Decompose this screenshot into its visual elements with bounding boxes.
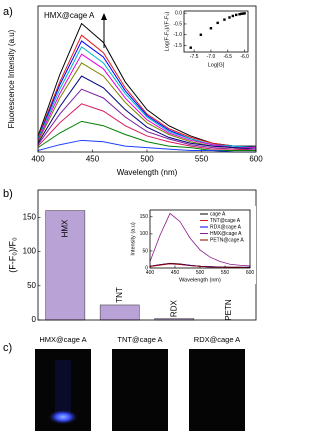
line <box>149 212 251 267</box>
photo-label: HMX@cage A <box>39 335 86 344</box>
bar <box>45 210 86 321</box>
x-axis-label: Wavelength (nm) <box>179 277 221 283</box>
panel-label: a) <box>3 6 13 18</box>
x-tick-label: 400 <box>31 154 45 163</box>
y-axis-label: Intensity (a.u) <box>130 222 136 255</box>
line <box>37 139 256 153</box>
point <box>199 33 203 36</box>
line <box>37 75 257 150</box>
category-label: PETN <box>224 299 233 321</box>
y-tick-label: 100 <box>140 231 149 237</box>
line <box>37 34 257 149</box>
legend-label: HMX@cage A <box>210 231 242 237</box>
x-tick-label: -7.0 <box>207 54 216 60</box>
legend-label: TNT@cage A <box>210 218 241 224</box>
x-tick-label: 550 <box>195 154 209 163</box>
point <box>235 13 238 17</box>
x-tick-label: 600 <box>249 154 263 163</box>
x-axis-label: Wavelength (nm) <box>117 168 178 177</box>
arrow-head <box>101 13 107 20</box>
panel-label: b) <box>3 188 13 200</box>
photo-label: TNT@cage A <box>117 335 162 344</box>
y-tick-label: 50 <box>142 248 148 254</box>
y-tick-label: 150 <box>23 212 37 221</box>
legend-label: PETN@cage A <box>210 237 244 243</box>
point <box>243 12 246 15</box>
y-tick-label: 150 <box>140 214 149 220</box>
inset-background <box>128 206 256 284</box>
bar <box>99 304 140 321</box>
line <box>37 53 256 149</box>
y-axis-label: Log(F-F₀)/(F-F₀) <box>164 11 170 51</box>
point <box>240 12 243 16</box>
inset-background <box>162 7 254 68</box>
x-tick-label: 550 <box>221 270 230 276</box>
category-label: TNT <box>115 287 124 303</box>
x-tick-label: 400 <box>146 270 155 276</box>
x-tick-label: 450 <box>171 270 180 276</box>
y-axis-label: (F-F₀)/F₀ <box>7 237 17 273</box>
category-label: RDX <box>169 300 178 318</box>
point <box>216 21 219 25</box>
panel-label: c) <box>3 342 12 354</box>
point <box>209 27 213 30</box>
x-tick-label: -6.5 <box>223 54 232 60</box>
x-tick-label: -7.5 <box>190 54 199 60</box>
point <box>238 13 241 16</box>
figure: a) b) c) HMX@cage A TNT@cage A RDX@cage … <box>3 5 263 431</box>
annotation: HMX@cage A <box>44 11 95 20</box>
vial <box>55 360 71 420</box>
photo <box>112 349 168 431</box>
x-tick-label: 450 <box>86 154 100 163</box>
y-tick-label: 50 <box>27 281 36 290</box>
y-tick-label: 0 <box>145 265 148 271</box>
legend-label: cage A <box>210 211 226 217</box>
point <box>223 18 226 21</box>
x-tick-label: 500 <box>140 154 154 163</box>
y-tick-label: 0.0 <box>175 10 182 16</box>
x-axis-label: Log[G] <box>208 62 225 68</box>
x-tick-label: 500 <box>196 270 205 276</box>
category-label: HMX <box>60 219 69 237</box>
y-tick-label: -0.5 <box>173 21 182 27</box>
glow <box>47 409 79 425</box>
point <box>241 12 245 15</box>
y-axis-label: Fluorescence Intensity (a.u) <box>7 29 16 128</box>
plot-frame <box>37 5 257 153</box>
point <box>189 46 192 49</box>
line <box>149 263 251 269</box>
y-tick-label: 0 <box>32 315 37 324</box>
point <box>228 16 231 19</box>
legend-label: RDX@cage A <box>210 224 242 230</box>
photo <box>189 349 245 431</box>
line <box>37 88 256 150</box>
photo-label: RDX@cage A <box>194 335 240 344</box>
x-tick-label: -6.0 <box>240 54 249 60</box>
y-tick-label: 100 <box>23 247 37 256</box>
x-tick-label: 600 <box>246 270 255 276</box>
photos: HMX@cage A TNT@cage A RDX@cage A <box>35 335 245 431</box>
line <box>37 103 257 152</box>
point <box>231 14 235 18</box>
y-tick-label: -1.5 <box>173 43 182 49</box>
y-tick-label: -1.0 <box>173 32 182 38</box>
plot-frame <box>149 209 251 269</box>
plot-frame <box>183 10 249 53</box>
